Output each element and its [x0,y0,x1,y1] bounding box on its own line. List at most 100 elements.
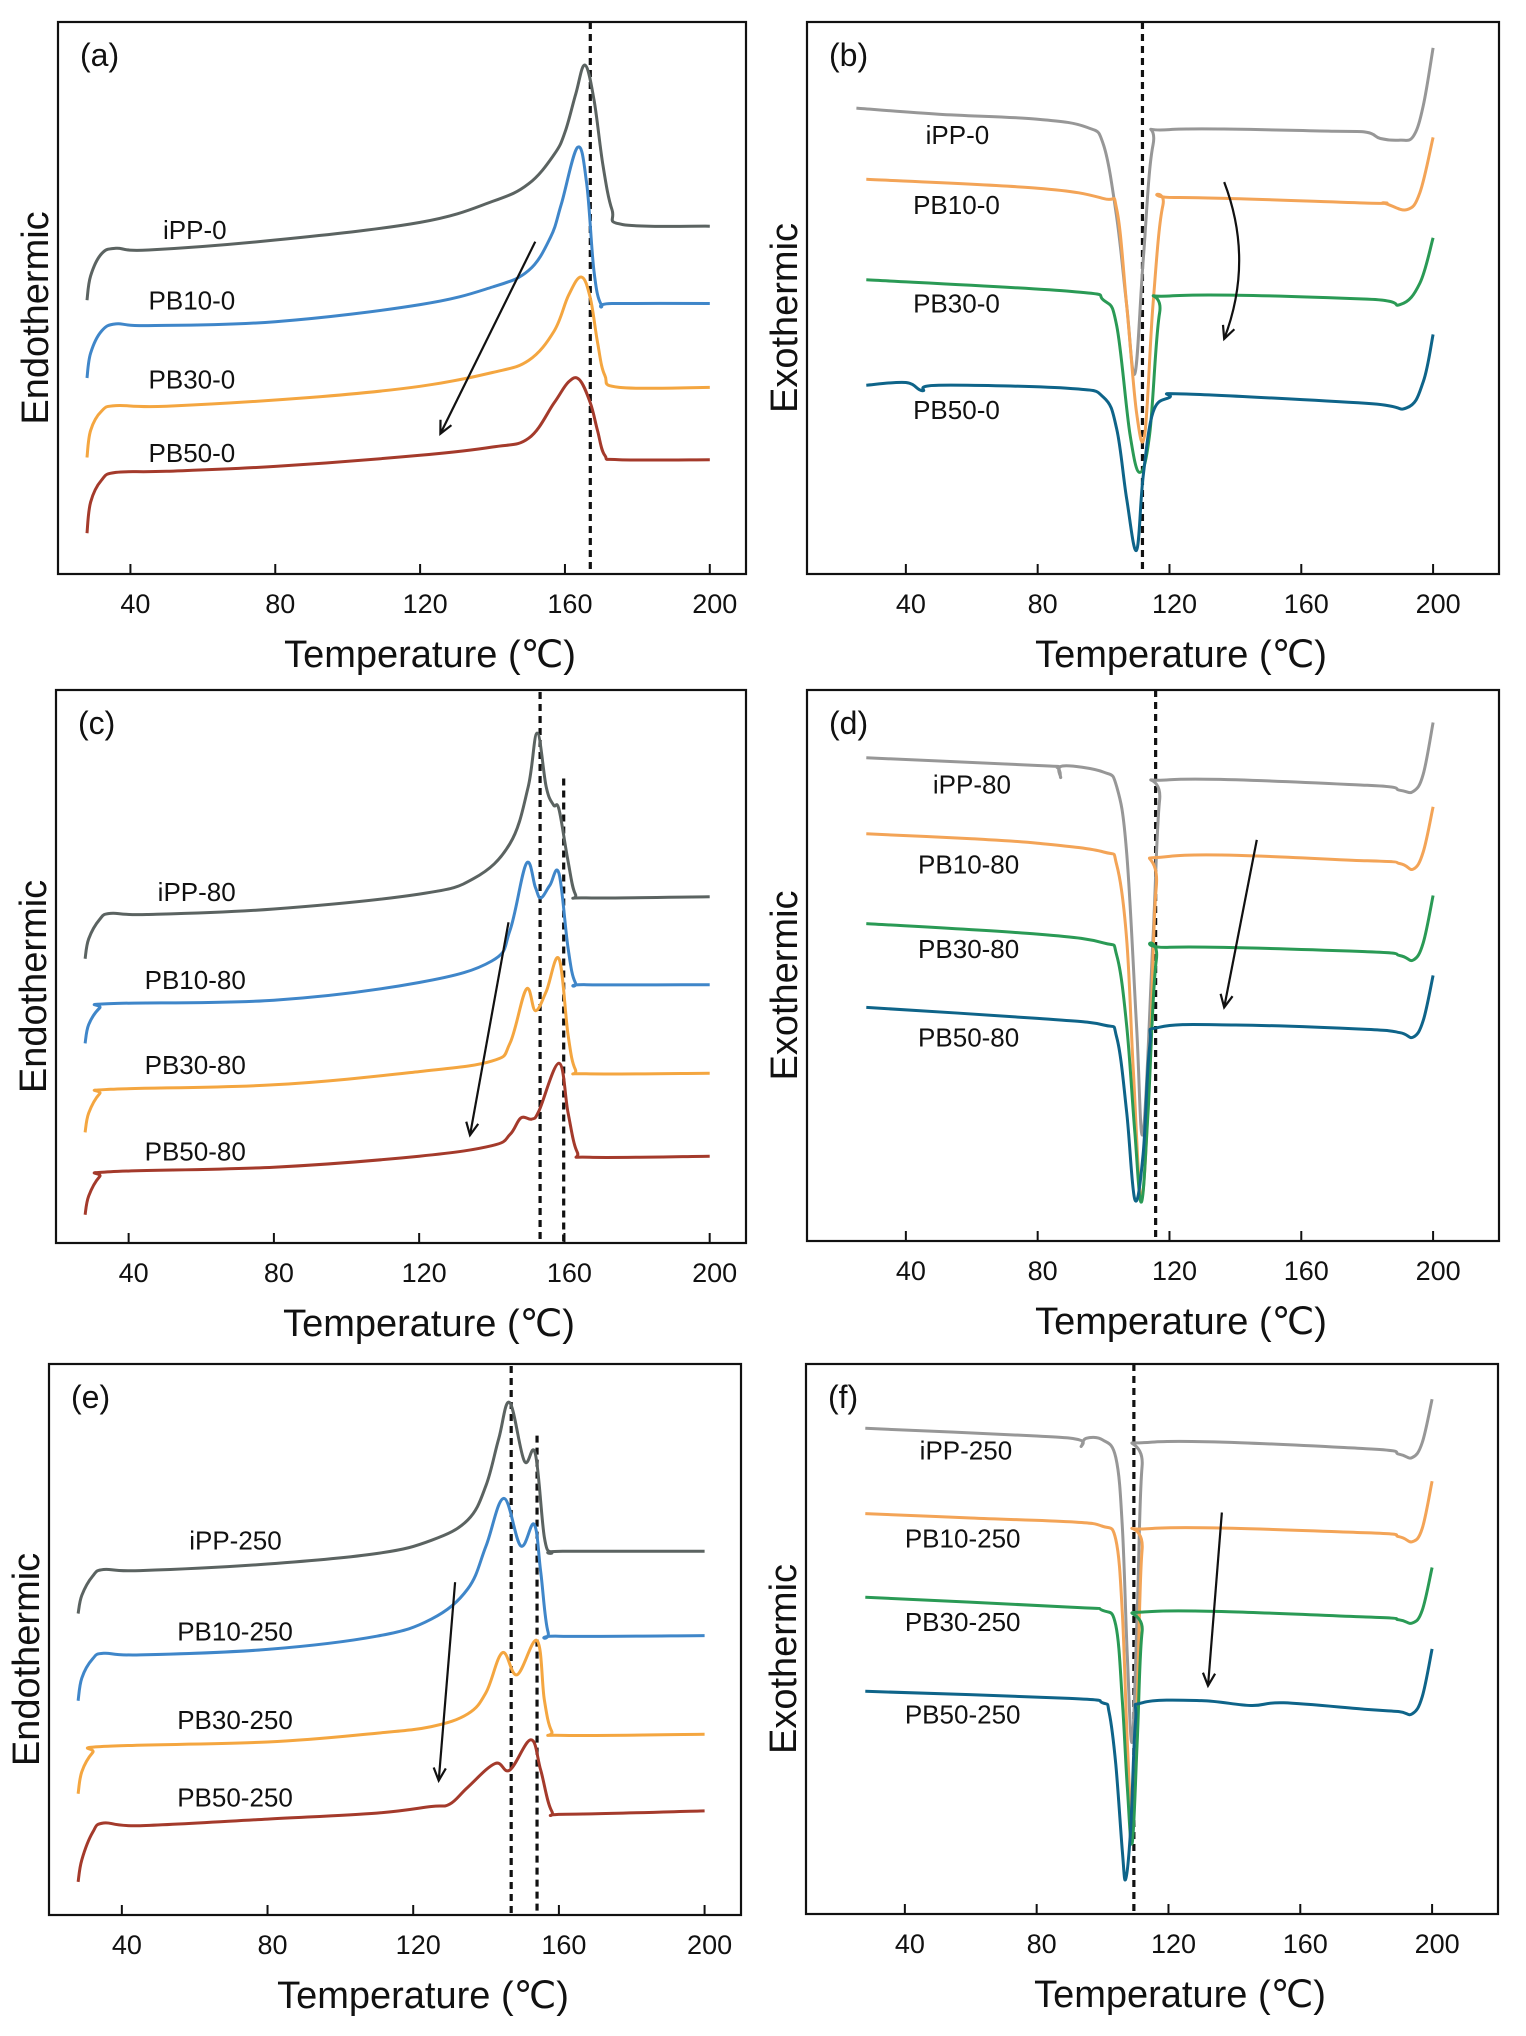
x-tick-label: 40 [112,1930,142,1960]
panel-c: iPP-80 PB10-80 PB30-80 PB50-80 40 80 120 160 200… [13,688,748,1345]
y-axis-title: Endothermic [6,1553,48,1766]
series-label: iPP-0 [926,120,990,150]
series-label: PB50-0 [913,395,1000,425]
plot-frame [47,1362,743,1917]
series-label: PB30-80 [145,1050,246,1080]
x-tick-label: 80 [258,1930,288,1960]
series-label: iPP-80 [158,877,236,907]
series-line-PB50-250 [76,1738,705,1883]
arrowhead-icon [1219,993,1234,1010]
series-label: PB30-0 [149,365,236,395]
x-tick-label: 80 [265,589,295,619]
series-line-PB30-0 [85,275,710,458]
series-line-PB50-0 [866,334,1435,552]
series-label: PB10-250 [905,1524,1021,1554]
arrowhead-icon [465,1121,480,1138]
panel-label: (e) [71,1379,110,1415]
panel-label: (f) [828,1379,858,1415]
x-tick-label: 200 [1416,1256,1461,1286]
series-label: iPP-80 [933,770,1011,800]
x-axis-title: Temperature (℃) [284,634,576,676]
panel-d: iPP-80 PB10-80 PB30-80 PB50-80 40 80 120 160 200… [764,688,1501,1343]
panel-label: (d) [829,705,868,741]
series-line-PB10-80 [83,860,710,1044]
series-line-PB50-250 [865,1648,1434,1882]
series-line-PB30-250 [865,1567,1434,1846]
trend-arrow [468,922,510,1136]
x-axis-title: Temperature (℃) [1034,1974,1326,2016]
series-line-PB30-80 [866,895,1435,1204]
series-label: PB50-80 [918,1022,1019,1052]
x-tick-label: 120 [1152,589,1197,619]
series-label: PB30-80 [918,934,1019,964]
trend-arrow [1223,839,1258,1008]
x-tick-label: 80 [264,1258,294,1288]
y-axis-title: Exothermic [764,890,806,1080]
plot-frame [805,20,1501,576]
arrowhead-icon [1201,1672,1217,1689]
series-label: PB30-0 [913,288,1000,318]
y-axis-title: Exothermic [763,1564,805,1754]
x-tick-label: 120 [1152,1256,1197,1286]
arrowhead-icon [439,419,453,437]
x-tick-label: 200 [1416,589,1461,619]
series-line-PB50-80 [83,1061,710,1216]
x-tick-label: 40 [896,589,926,619]
x-tick-label: 40 [119,1258,149,1288]
series-label: iPP-0 [163,215,227,245]
series-label: PB50-0 [149,438,236,468]
arrowhead-icon [432,1767,447,1784]
x-tick-label: 200 [692,1258,737,1288]
plot-frame [56,20,748,576]
arrowhead-icon [1221,324,1236,342]
plot-frame [54,688,748,1245]
series-label: iPP-250 [189,1526,282,1556]
series-label: PB10-0 [913,190,1000,220]
series-line-PB10-0 [866,137,1435,444]
series-label: PB50-250 [905,1700,1021,1730]
series-label: PB10-250 [177,1617,293,1647]
series-label: PB50-80 [145,1137,246,1167]
series-label: PB10-0 [149,286,236,316]
x-tick-label: 120 [396,1930,441,1960]
panel-label: (c) [78,705,115,741]
series-line-PB30-250 [76,1639,705,1795]
series-line-PB50-0 [85,376,710,534]
series-line-PB50-80 [866,975,1435,1203]
panel-f: iPP-250 PB10-250 PB30-250 PB50-250 40 80 120 16… [763,1362,1500,2016]
x-tick-label: 40 [895,1929,925,1959]
x-tick-label: 40 [120,589,150,619]
x-tick-label: 160 [547,589,592,619]
panel-label: (a) [80,37,119,73]
x-tick-label: 160 [1284,589,1329,619]
x-tick-label: 80 [1028,589,1058,619]
series-label: PB30-250 [177,1705,293,1735]
x-tick-label: 200 [687,1930,732,1960]
series-line-PB10-0 [85,145,710,379]
y-axis-title: Endothermic [13,880,55,1093]
series-label: PB30-250 [905,1607,1021,1637]
y-axis-title: Exothermic [764,223,806,413]
x-tick-label: 160 [1284,1256,1329,1286]
x-tick-label: 200 [1415,1929,1460,1959]
x-tick-label: 40 [896,1256,926,1286]
series-line-iPP-0 [856,47,1435,376]
series-label: PB10-80 [145,965,246,995]
x-axis-title: Temperature (℃) [1035,1301,1327,1343]
x-tick-label: 80 [1027,1929,1057,1959]
series-label: iPP-250 [920,1436,1013,1466]
x-tick-label: 120 [403,589,448,619]
trend-arrow [437,1582,457,1781]
panel-b: iPP-0 PB10-0 PB30-0 PB50-0 40 80 120 160 200 Temp… [764,20,1501,676]
trend-arrow [1223,181,1241,340]
x-tick-label: 160 [547,1258,592,1288]
series-line-iPP-80 [83,731,710,960]
panel-a: iPP-0 PB10-0 PB30-0 PB50-0 40 80 120 160 200 Temp… [15,20,748,676]
x-axis-title: Temperature (℃) [283,1303,575,1345]
plot-frame [805,688,1501,1243]
x-tick-label: 120 [402,1258,447,1288]
panel-e: iPP-250 PB10-250 PB30-250 PB50-250 40 80 120 16… [6,1362,743,2017]
plot-frame [804,1362,1500,1916]
series-line-iPP-80 [866,722,1435,1137]
